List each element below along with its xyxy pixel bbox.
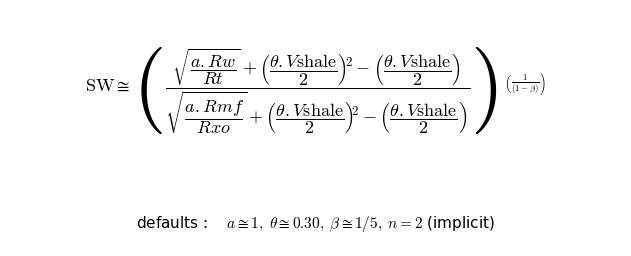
Text: defaults :    $a \cong 1,\; \theta \cong 0.30,\; \beta \cong 1/5,\; n = 2$ (impl: defaults : $a \cong 1,\; \theta \cong 0.… bbox=[136, 214, 495, 234]
Text: $\mathrm{SW} \cong \left\{ \dfrac{\sqrt{\dfrac{a.Rw}{Rt}} + \left(\dfrac{\theta.: $\mathrm{SW} \cong \left\{ \dfrac{\sqrt{… bbox=[85, 45, 546, 135]
